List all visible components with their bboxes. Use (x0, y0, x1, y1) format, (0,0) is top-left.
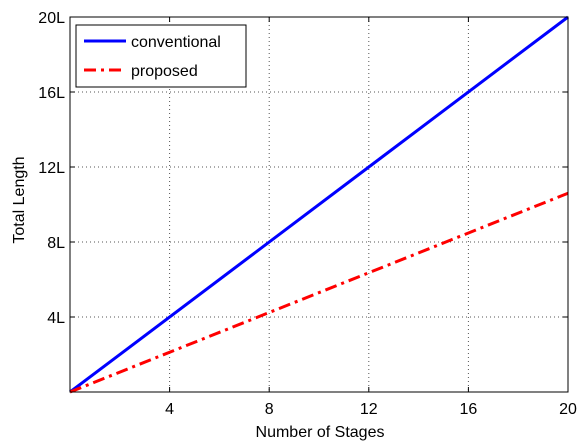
x-tick-labels: 4 8 12 16 20 (165, 401, 577, 418)
legend: conventional proposed (75, 24, 247, 88)
y-tick-label: 20L (38, 10, 65, 27)
plot-frame (69, 16, 569, 393)
legend-box (75, 24, 247, 88)
legend-entry-proposed: proposed (131, 63, 198, 80)
series-line-conventional (69, 15, 569, 394)
y-tick-label: 8L (47, 235, 65, 252)
y-tick-labels: 4L 8L 12L 16L 20L (38, 10, 65, 327)
y-tick-label: 4L (47, 310, 65, 327)
x-tick-label: 4 (165, 401, 174, 418)
y-axis-label: Total Length (11, 156, 28, 243)
x-tick-label: 16 (460, 401, 478, 418)
y-tick-label: 16L (38, 85, 65, 102)
x-tick-label: 8 (265, 401, 274, 418)
legend-entry-conventional: conventional (131, 34, 221, 51)
grid-lines (70, 17, 568, 392)
x-tick-label: 20 (559, 401, 577, 418)
x-axis-label: Number of Stages (256, 424, 385, 441)
x-tick-label: 12 (360, 401, 378, 418)
tick-marks (70, 16, 569, 392)
series-line-proposed (69, 191, 569, 394)
y-tick-label: 12L (38, 160, 65, 177)
series-lines (69, 15, 569, 394)
